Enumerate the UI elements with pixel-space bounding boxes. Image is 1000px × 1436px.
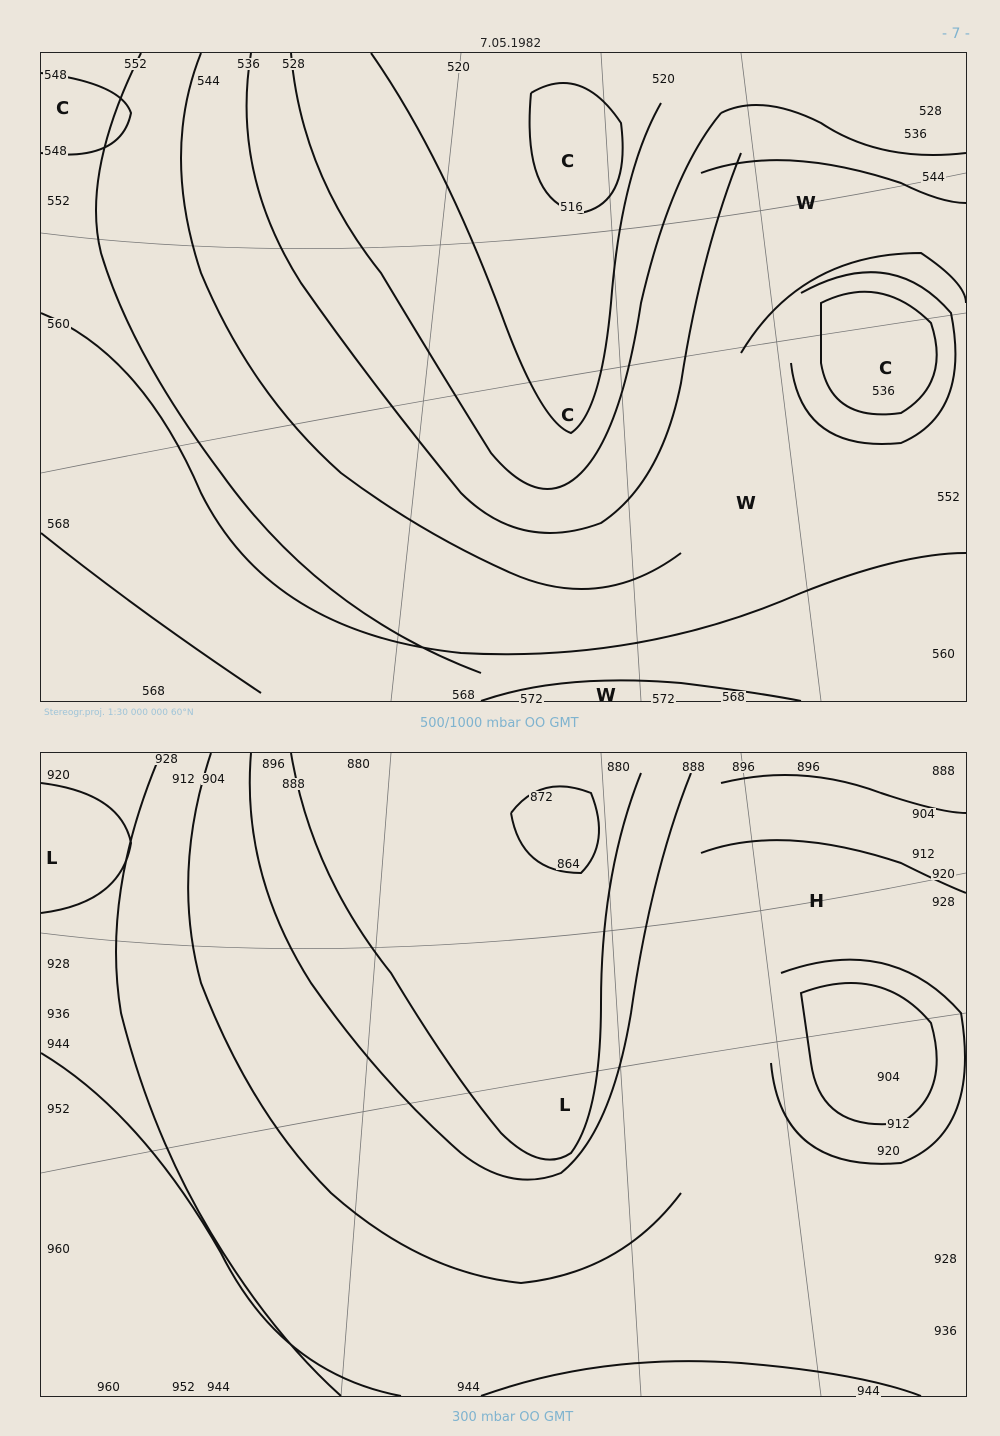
page-number: - 7 - [942,26,970,42]
contour-label: 568 [46,517,71,531]
contour-label: 944 [46,1037,71,1051]
pressure-center-label: W [736,493,756,514]
contour-label: 536 [871,384,896,398]
contour-label: 552 [936,490,961,504]
contour-label: 936 [46,1007,71,1021]
pressure-center-label: C [879,358,893,379]
contour-label: 544 [196,74,221,88]
contour-label: 520 [651,72,676,86]
contour-label: 944 [856,1384,881,1398]
projection-note: Stereogr.proj. 1:30 000 000 60°N [44,708,194,718]
map-caption-500: 500/1000 mbar OO GMT [420,716,579,731]
contour-label: 568 [451,688,476,702]
contour-label: 912 [886,1117,911,1131]
contour-label: 572 [519,692,544,706]
contour-label: 568 [141,684,166,698]
contour-label: 520 [446,60,471,74]
map-500-1000-mbar: 548 552 544 536 528 520 548 552 560 568 568 568 572 5… [40,52,967,706]
contour-label: 952 [46,1102,71,1116]
contour-label: 920 [931,867,956,881]
contour-label: 516 [559,200,584,214]
pressure-center-label: W [796,193,816,214]
contour-label: 544 [921,170,946,184]
contour-label: 960 [46,1242,71,1256]
contour-label: 928 [931,895,956,909]
contour-label: 952 [171,1380,196,1394]
contour-label: 888 [281,777,306,791]
contour-label: 548 [43,68,68,82]
contour-lines [41,753,966,1396]
contour-label: 912 [911,847,936,861]
contour-label: 904 [201,772,226,786]
contour-label: 904 [876,1070,901,1084]
pressure-center-label: H [809,891,825,912]
contour-label: 896 [261,757,286,771]
contour-label: 536 [236,57,261,71]
pressure-center-label: C [56,98,70,119]
pressure-center-label: C [561,405,575,426]
contour-label: 552 [123,57,148,71]
contour-label: 936 [933,1324,958,1338]
contour-lines [41,53,966,701]
contour-label: 528 [281,57,306,71]
contour-label: 912 [171,772,196,786]
map-caption-300: 300 mbar OO GMT [452,1410,574,1425]
contour-label: 560 [46,317,71,331]
contour-label: 928 [933,1252,958,1266]
contour-label: 888 [931,764,956,778]
contour-label: 864 [556,857,581,871]
map-date: 7.05.1982 [480,36,542,50]
contour-label: 896 [731,760,756,774]
contour-label: 960 [96,1380,121,1394]
contour-label: 904 [911,807,936,821]
contour-label: 944 [206,1380,231,1394]
contour-label: 896 [796,760,821,774]
contour-label: 872 [529,790,554,804]
map-300-mbar: 928 920 912 904 896 888 880 880 888 896 896 888 904 9… [40,752,967,1397]
contour-label: 536 [903,127,928,141]
contour-label: 560 [931,647,956,661]
contour-label: 928 [154,752,179,766]
contour-label: 928 [46,957,71,971]
contour-label: 552 [46,194,71,208]
contour-label: 920 [876,1144,901,1158]
contour-label: 888 [681,760,706,774]
contour-label: 572 [651,692,676,706]
contour-label: 944 [456,1380,481,1394]
contour-label: 528 [918,104,943,118]
pressure-center-label: W [596,685,616,706]
contour-label: 548 [43,144,68,158]
pressure-center-label: C [561,151,575,172]
contour-label: 880 [606,760,631,774]
contour-label: 568 [721,690,746,704]
contour-label: 880 [346,757,371,771]
pressure-center-label: L [46,848,58,869]
pressure-center-label: L [559,1095,571,1116]
contour-label: 920 [46,768,71,782]
